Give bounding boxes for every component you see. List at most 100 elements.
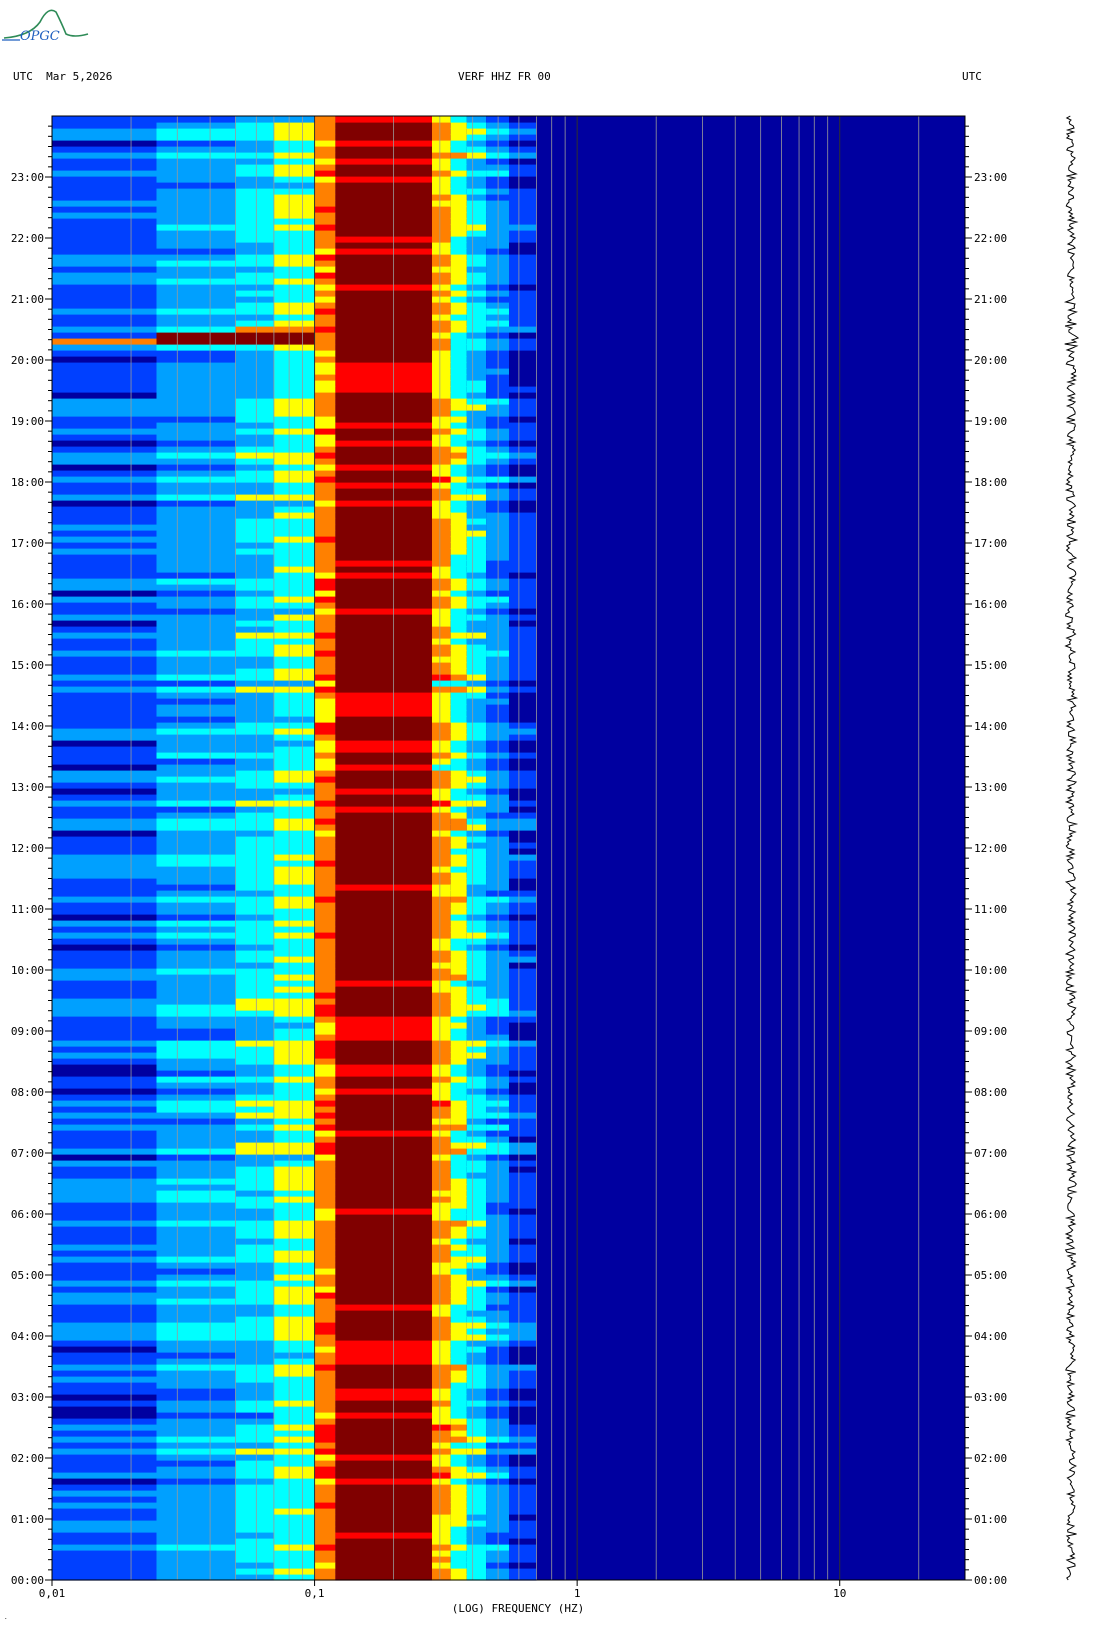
heatmap-cell xyxy=(314,968,336,975)
heatmap-cell xyxy=(273,656,315,663)
heatmap-cell xyxy=(335,860,432,867)
heatmap-cell xyxy=(273,770,315,777)
heatmap-cell xyxy=(450,1136,467,1143)
heatmap-cell xyxy=(273,164,315,171)
heatmap-cell xyxy=(466,500,487,507)
heatmap-cell xyxy=(450,794,467,801)
heatmap-cell xyxy=(335,194,432,201)
heatmap-cell xyxy=(509,872,537,879)
heatmap-cell xyxy=(314,380,336,387)
heatmap-cell xyxy=(52,1106,157,1113)
heatmap-cell xyxy=(509,1364,537,1371)
heatmap-cell xyxy=(314,1328,336,1335)
heatmap-cell xyxy=(466,1532,487,1539)
heatmap-cell xyxy=(314,1466,336,1473)
heatmap-cell xyxy=(509,308,537,315)
heatmap-cell xyxy=(314,608,336,615)
heatmap-cell xyxy=(314,1244,336,1251)
heatmap-cell xyxy=(235,446,274,453)
heatmap-cell xyxy=(486,1562,509,1569)
heatmap-cell xyxy=(509,1430,537,1437)
heatmap-cell xyxy=(450,656,467,663)
heatmap-cell xyxy=(432,1190,451,1197)
heatmap-cell xyxy=(450,620,467,627)
heatmap-cell xyxy=(52,308,157,315)
heatmap-cell xyxy=(156,1340,236,1347)
heatmap-cell xyxy=(509,266,537,273)
y-tick-label-left: 17:00 xyxy=(11,537,44,550)
heatmap-cell xyxy=(466,848,487,855)
heatmap-cell xyxy=(52,1424,157,1431)
heatmap-cell xyxy=(486,1154,509,1161)
heatmap-cell xyxy=(466,1448,487,1455)
heatmap-cell xyxy=(486,734,509,741)
heatmap-cell xyxy=(52,1376,157,1383)
heatmap-cell xyxy=(235,608,274,615)
heatmap-cell xyxy=(432,482,451,489)
heatmap-cell xyxy=(273,272,315,279)
heatmap-cell xyxy=(432,698,451,705)
heatmap-cell xyxy=(432,410,451,417)
heatmap-cell xyxy=(156,392,236,399)
heatmap-cell xyxy=(52,1532,157,1539)
heatmap-cell xyxy=(156,1112,236,1119)
heatmap-cell xyxy=(486,986,509,993)
heatmap-cell xyxy=(466,956,487,963)
heatmap-cell xyxy=(273,1232,315,1239)
y-tick-label-left: 22:00 xyxy=(11,232,44,245)
heatmap-cell xyxy=(273,404,315,411)
heatmap-cell xyxy=(273,1364,315,1371)
heatmap-cell xyxy=(273,1568,315,1575)
heatmap-cell xyxy=(486,152,509,159)
heatmap-cell xyxy=(156,236,236,243)
heatmap-cell xyxy=(466,1478,487,1485)
heatmap-cell xyxy=(235,1256,274,1263)
heatmap-cell xyxy=(450,1208,467,1215)
heatmap-cell xyxy=(335,1136,432,1143)
heatmap-cell xyxy=(273,722,315,729)
heatmap-cell xyxy=(335,266,432,273)
heatmap-cell xyxy=(235,842,274,849)
heatmap-cell xyxy=(486,824,509,831)
heatmap-cell xyxy=(450,770,467,777)
heatmap-cell xyxy=(235,1208,274,1215)
heatmap-cell xyxy=(432,764,451,771)
heatmap-cell xyxy=(450,1388,467,1395)
heatmap-cell xyxy=(432,1460,451,1467)
heatmap-cell xyxy=(486,998,509,1005)
heatmap-cell xyxy=(466,1364,487,1371)
heatmap-cell xyxy=(466,1178,487,1185)
heatmap-cell xyxy=(156,1292,236,1299)
heatmap-cell xyxy=(156,836,236,843)
heatmap-cell xyxy=(235,1286,274,1293)
heatmap-cell xyxy=(156,1088,236,1095)
heatmap-cell xyxy=(314,284,336,291)
heatmap-cell xyxy=(450,1268,467,1275)
heatmap-cell xyxy=(335,1184,432,1191)
heatmap-cell xyxy=(314,1268,336,1275)
heatmap-cell xyxy=(466,1010,487,1017)
heatmap-cell xyxy=(314,710,336,717)
heatmap-cell xyxy=(235,218,274,225)
heatmap-cell xyxy=(335,1304,432,1311)
y-tick-label-left: 11:00 xyxy=(11,903,44,916)
heatmap-cell xyxy=(466,854,487,861)
heatmap-cell xyxy=(273,1304,315,1311)
heatmap-cell xyxy=(273,1394,315,1401)
heatmap-cell xyxy=(273,686,315,693)
heatmap-cell xyxy=(235,224,274,231)
heatmap-cell xyxy=(486,1286,509,1293)
heatmap-cell xyxy=(432,1124,451,1131)
heatmap-cell xyxy=(156,314,236,321)
heatmap-cell xyxy=(509,452,537,459)
heatmap-cell xyxy=(314,1316,336,1323)
heatmap-cell xyxy=(335,560,432,567)
heatmap-cell xyxy=(486,1502,509,1509)
heatmap-cell xyxy=(432,1526,451,1533)
heatmap-cell xyxy=(509,596,537,603)
heatmap-cell xyxy=(335,314,432,321)
heatmap-cell xyxy=(235,818,274,825)
heatmap-cell xyxy=(156,1298,236,1305)
heatmap-cell xyxy=(466,248,487,255)
heatmap-cell xyxy=(450,1244,467,1251)
